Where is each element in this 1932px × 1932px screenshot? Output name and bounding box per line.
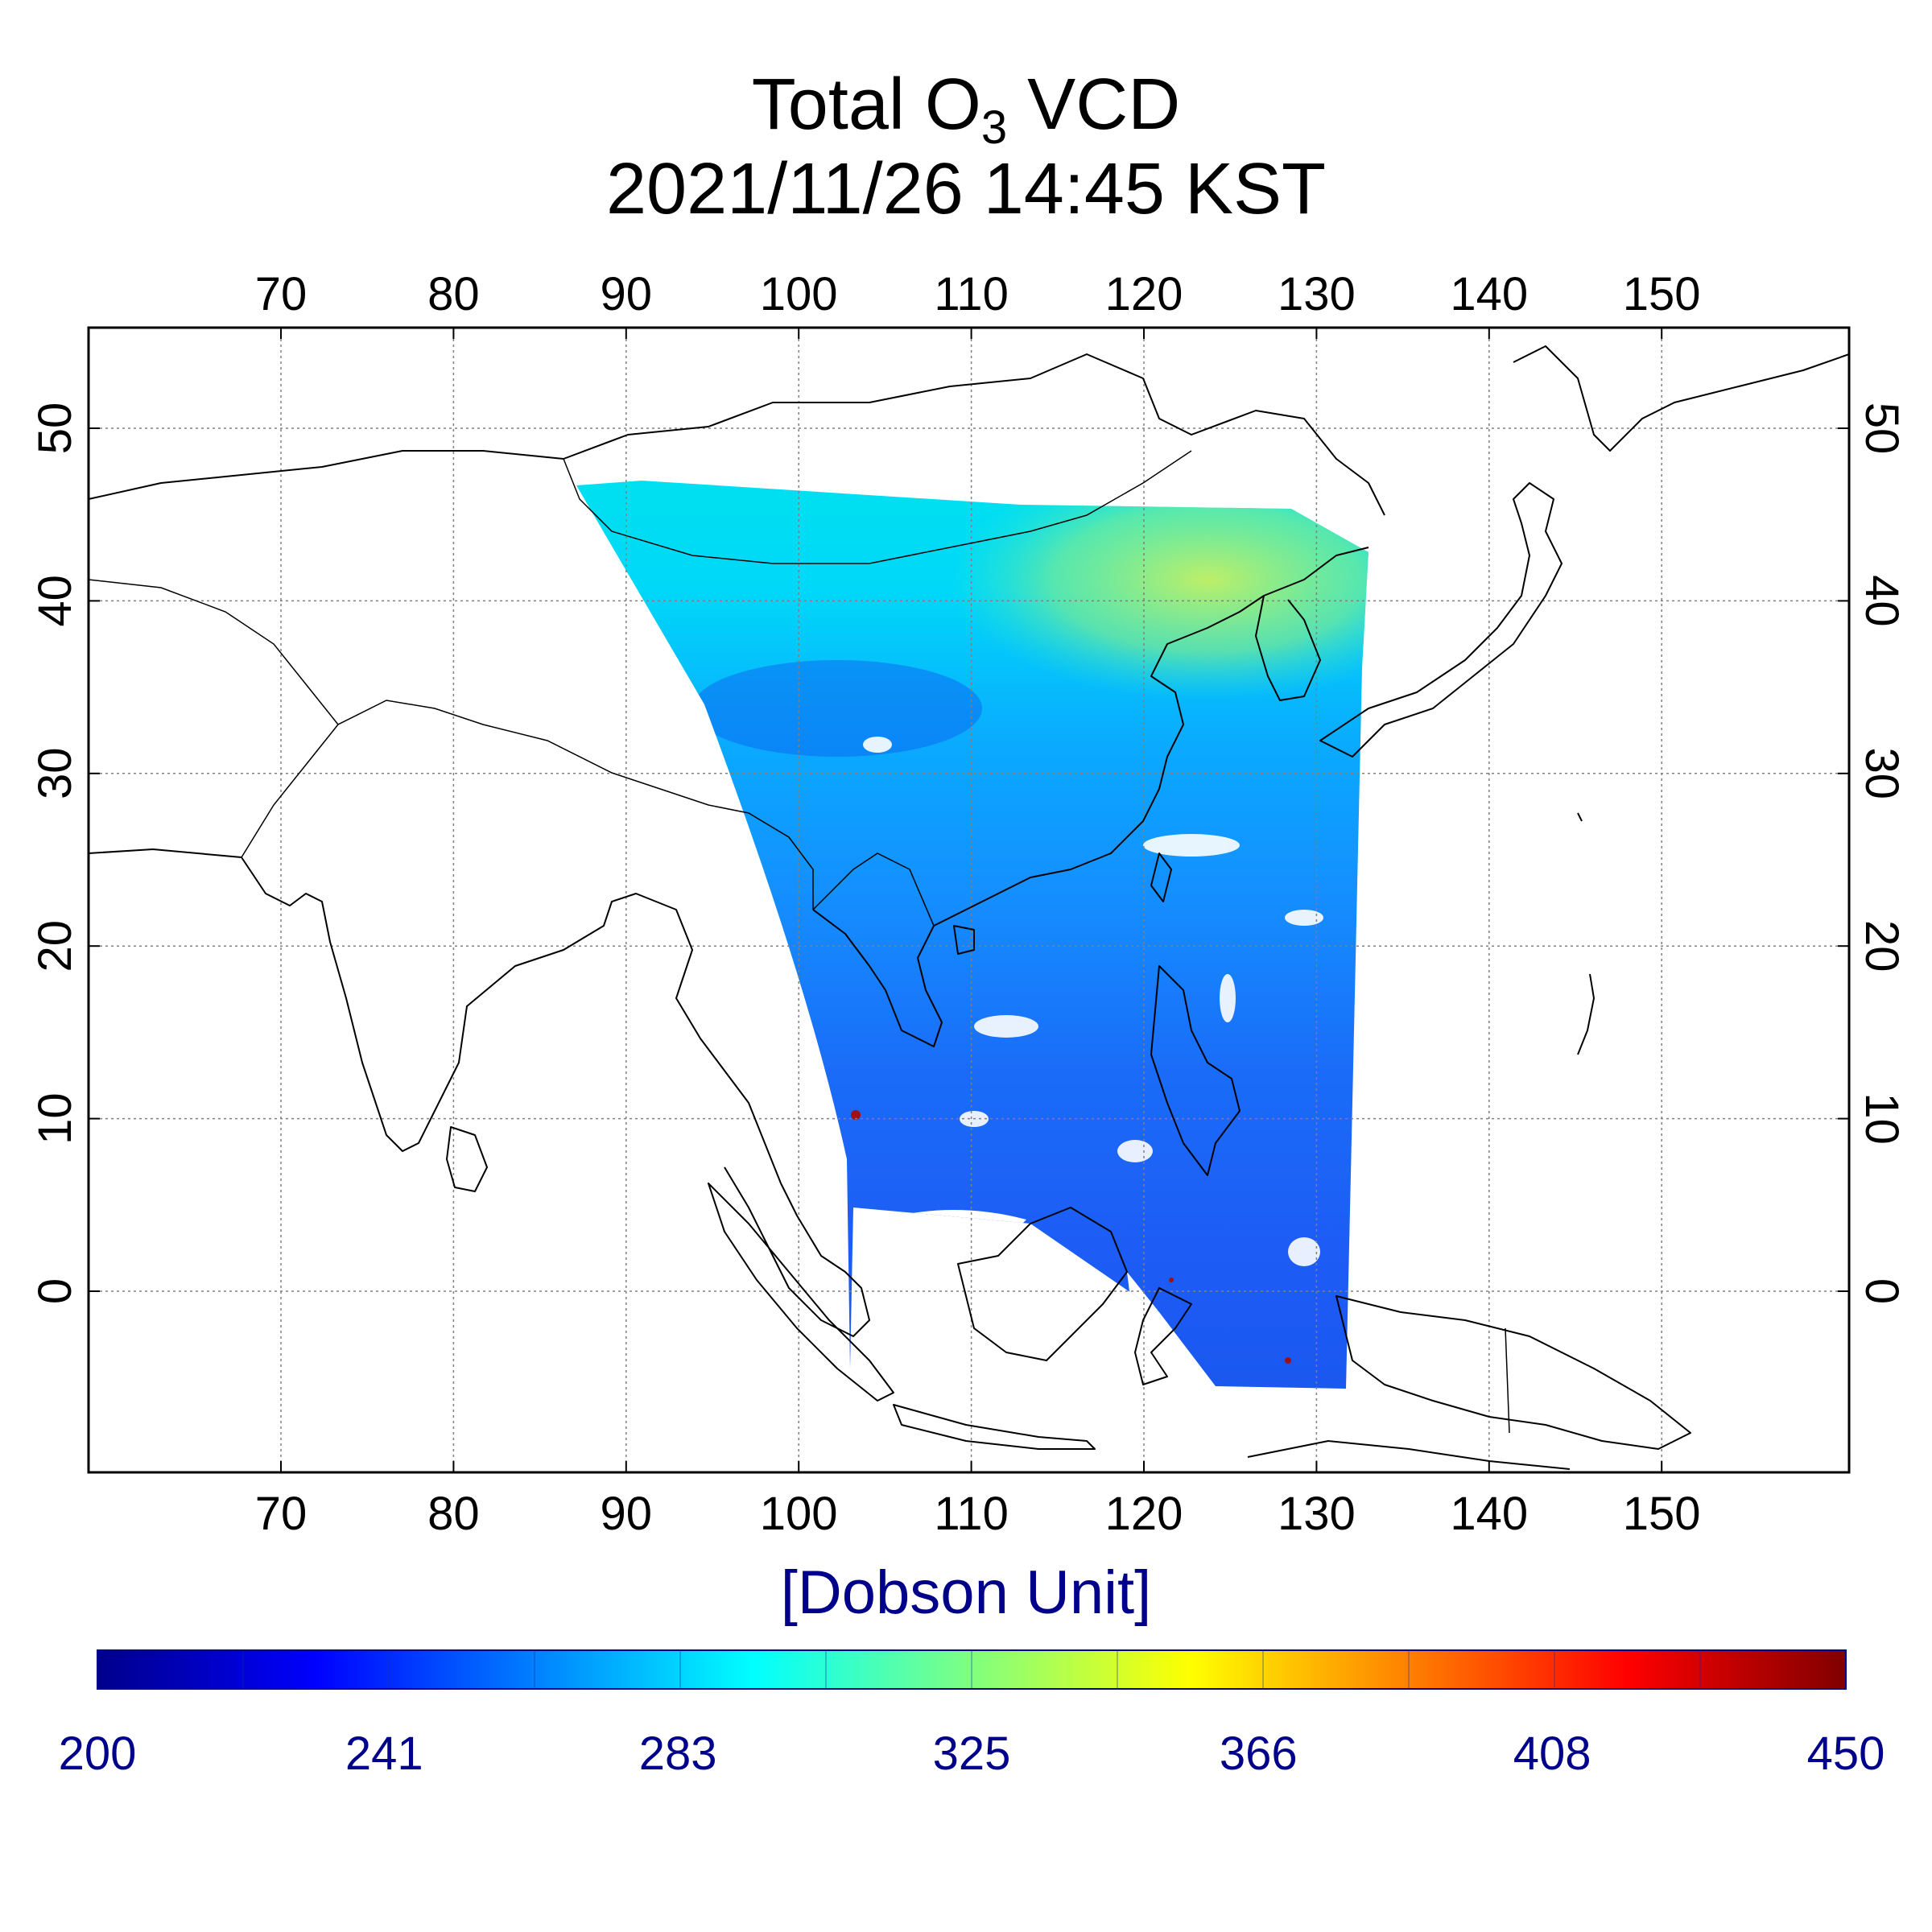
country-borders xyxy=(88,450,1510,1434)
lon-tick-label: 140 xyxy=(1450,268,1528,320)
lon-labels-bottom: 70 80 90 100 110 120 130 140 150 xyxy=(255,1488,1701,1540)
lon-tick-label: 110 xyxy=(934,1488,1008,1540)
lon-tick-label: 130 xyxy=(1278,268,1356,320)
lon-tick-label: 100 xyxy=(760,268,838,320)
high-value-specks xyxy=(851,1110,1291,1364)
lon-tick-label: 90 xyxy=(601,268,653,320)
lat-labels-right: 50 40 30 20 10 0 xyxy=(1856,402,1908,1304)
cloud-gaps xyxy=(863,737,1323,1266)
lon-tick-label: 150 xyxy=(1623,1488,1701,1540)
lat-tick-label: 40 xyxy=(29,575,81,627)
low-ozone-band xyxy=(692,660,982,757)
gridlines xyxy=(89,328,1849,1472)
lon-tick-label: 120 xyxy=(1105,268,1183,320)
lat-tick-label: 20 xyxy=(1856,920,1908,972)
lat-tick-label: 30 xyxy=(29,748,81,800)
lon-tick-label: 80 xyxy=(427,268,480,320)
colorbar-tick-label: 408 xyxy=(1513,1728,1591,1780)
title-subscript: 3 xyxy=(980,101,1008,154)
lon-tick-label: 90 xyxy=(601,1488,653,1540)
colorbar-tick-label: 283 xyxy=(638,1728,717,1780)
lon-tick-label: 110 xyxy=(934,268,1008,320)
lon-tick-label: 120 xyxy=(1105,1488,1183,1540)
title-text: Total O xyxy=(751,64,981,145)
lat-tick-label: 0 xyxy=(29,1278,81,1304)
lon-tick-label: 140 xyxy=(1450,1488,1528,1540)
lat-labels-left: 50 40 30 20 10 0 xyxy=(29,402,81,1304)
colorbar-dividers xyxy=(242,1650,1701,1689)
lat-tick-label: 0 xyxy=(1856,1278,1908,1304)
lat-tick-label: 50 xyxy=(1856,402,1908,455)
title-suffix: VCD xyxy=(1007,64,1181,145)
lat-tick-label: 30 xyxy=(1856,748,1908,800)
colorbar-tick-label: 241 xyxy=(345,1728,423,1780)
coastlines xyxy=(88,345,1850,1470)
colorbar-unit-label: [Dobson Unit] xyxy=(780,1558,1152,1627)
axis-ticks xyxy=(89,328,1849,1472)
colorbar-tick-label: 325 xyxy=(932,1728,1011,1780)
lon-labels-top: 70 80 90 100 110 120 130 140 150 xyxy=(255,268,1701,320)
lat-tick-label: 20 xyxy=(29,920,81,972)
figure-title: Total O3 VCD xyxy=(0,68,1932,151)
colorbar xyxy=(97,1649,1847,1690)
lon-tick-label: 70 xyxy=(255,1488,308,1540)
lon-tick-label: 150 xyxy=(1623,268,1701,320)
lat-tick-label: 10 xyxy=(29,1092,81,1145)
lon-tick-label: 70 xyxy=(255,268,308,320)
colorbar-tick-label: 450 xyxy=(1806,1728,1885,1780)
lon-tick-label: 100 xyxy=(760,1488,838,1540)
lat-tick-label: 40 xyxy=(1856,575,1908,627)
lat-tick-label: 50 xyxy=(29,402,81,455)
lon-tick-label: 130 xyxy=(1278,1488,1356,1540)
lat-tick-label: 10 xyxy=(1856,1092,1908,1145)
figure-timestamp: 2021/11/26 14:45 KST xyxy=(605,149,1327,229)
colorbar-tick-label: 366 xyxy=(1219,1728,1298,1780)
colorbar-tick-label: 200 xyxy=(58,1728,137,1780)
lon-tick-label: 80 xyxy=(427,1488,480,1540)
